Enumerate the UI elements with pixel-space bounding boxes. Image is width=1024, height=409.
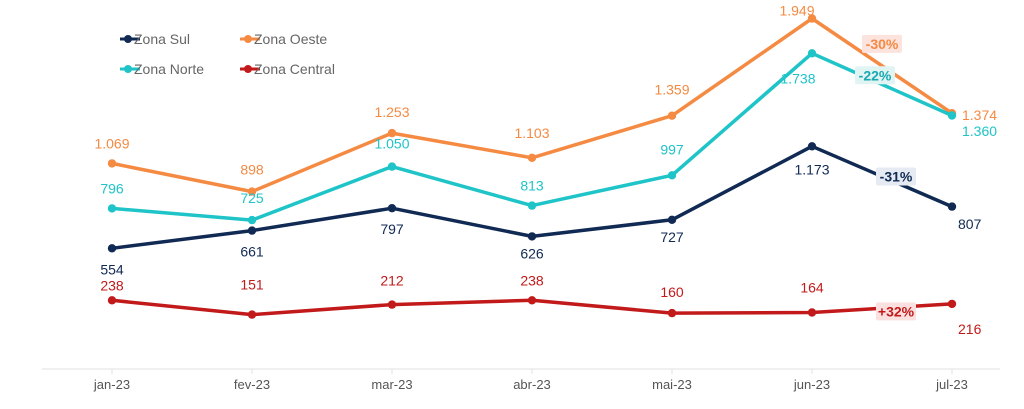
data-point	[387, 162, 397, 171]
data-label-central: 212	[380, 273, 404, 289]
data-point	[107, 244, 117, 253]
data-label-norte: 997	[660, 141, 684, 157]
change-annotation-bg	[862, 34, 902, 53]
data-label-norte: 1.360	[962, 123, 997, 139]
data-point	[667, 308, 677, 318]
legend-swatch-marker	[244, 35, 252, 43]
change-annotation-bg	[855, 66, 895, 85]
data-label-norte: 1.050	[374, 136, 409, 152]
data-label-sul: 1.173	[794, 161, 829, 177]
data-point	[807, 142, 817, 151]
data-point	[247, 310, 257, 319]
data-point	[807, 49, 817, 58]
data-label-oeste: 898	[240, 162, 264, 178]
data-label-oeste: 1.103	[514, 125, 549, 141]
data-point	[387, 128, 397, 138]
data-point	[527, 232, 537, 241]
data-point	[247, 215, 257, 225]
data-point	[107, 296, 117, 305]
legend-swatch-marker	[244, 65, 252, 73]
legend-item-oeste: Zona Oeste	[240, 31, 327, 47]
data-label-oeste: 1.949	[779, 3, 814, 19]
series-oeste	[107, 14, 957, 196]
data-label-sul: 626	[520, 245, 544, 261]
legend-label: Zona Norte	[134, 61, 204, 77]
change-annotation-text: +32%	[878, 303, 915, 319]
data-labels: 554 661 797 626 727 1.173 807 1.069 898 1.253 1.10…	[94, 3, 997, 338]
legend-swatch-marker	[124, 35, 132, 43]
series-lines	[107, 14, 957, 319]
data-point	[387, 204, 397, 213]
x-tick-label: jul-23	[935, 377, 968, 392]
data-label-central: 160	[660, 284, 684, 300]
data-label-sul: 797	[380, 221, 404, 237]
x-tick-label: fev-23	[234, 377, 270, 392]
data-label-oeste: 1.359	[654, 82, 689, 98]
data-label-central: 238	[100, 277, 124, 293]
x-tick-label: mai-23	[652, 377, 692, 392]
data-label-oeste: 1.253	[374, 104, 409, 120]
data-point	[247, 187, 257, 196]
change-annotation-bg	[876, 302, 916, 321]
data-label-norte: 813	[520, 178, 544, 194]
change-annotation-bg	[876, 167, 916, 186]
data-label-oeste: 1.374	[962, 107, 997, 123]
x-tick-label: jan-23	[93, 377, 130, 392]
change-annotation-text: -31%	[880, 168, 913, 184]
data-point	[107, 159, 117, 168]
series-central	[107, 296, 957, 319]
legend-swatch-marker	[124, 65, 132, 73]
series-norte	[107, 49, 957, 225]
legend-label: Zona Central	[254, 61, 335, 77]
data-point	[667, 215, 677, 224]
data-point	[527, 153, 537, 162]
data-point	[107, 204, 117, 213]
legend-item-central: Zona Central	[240, 61, 335, 77]
data-label-norte: 796	[100, 180, 124, 196]
data-point	[947, 299, 957, 309]
data-label-central: 151	[240, 277, 264, 293]
data-point	[527, 201, 537, 210]
data-point	[947, 111, 957, 120]
data-label-central: 164	[800, 280, 824, 296]
data-label-norte: 1.738	[780, 70, 815, 86]
change-annotation-norte: -22%	[855, 66, 895, 85]
data-point	[667, 111, 677, 120]
legend: Zona Sul Zona Oeste Zona Norte Zona Central	[120, 31, 335, 77]
change-annotation-text: -30%	[866, 36, 899, 52]
x-tick-label: abr-23	[513, 377, 551, 392]
change-annotations: -30% -22% -31% +32%	[855, 34, 916, 321]
data-point	[667, 171, 677, 180]
data-label-sul: 661	[240, 244, 264, 260]
data-label-sul: 727	[660, 229, 684, 245]
data-label-central: 238	[520, 272, 544, 288]
data-point	[247, 226, 257, 235]
data-point	[527, 296, 537, 305]
legend-item-norte: Zona Norte	[120, 61, 204, 77]
change-annotation-oeste: -30%	[862, 34, 902, 53]
series-sul	[107, 142, 957, 253]
legend-label: Zona Oeste	[254, 31, 327, 47]
legend-label: Zona Sul	[134, 31, 190, 47]
data-label-sul: 807	[958, 216, 982, 232]
change-annotation-text: -22%	[859, 67, 892, 83]
data-label-central: 216	[958, 321, 982, 337]
data-point	[807, 308, 817, 317]
data-point	[807, 14, 817, 23]
data-point	[947, 202, 957, 211]
data-label-oeste: 1.069	[94, 135, 129, 151]
data-label-norte: 725	[240, 190, 264, 206]
data-label-sul: 554	[100, 261, 124, 277]
x-axis: jan-23 fev-23 mar-23 abr-23 mai-23 jun-23 jul-…	[42, 368, 1000, 392]
x-tick-label: mar-23	[371, 377, 412, 392]
change-annotation-sul: -31%	[876, 167, 916, 186]
x-tick-label: jun-23	[793, 377, 830, 392]
data-point	[387, 300, 397, 309]
change-annotation-central: +32%	[876, 302, 916, 321]
legend-item-sul: Zona Sul	[120, 31, 190, 47]
